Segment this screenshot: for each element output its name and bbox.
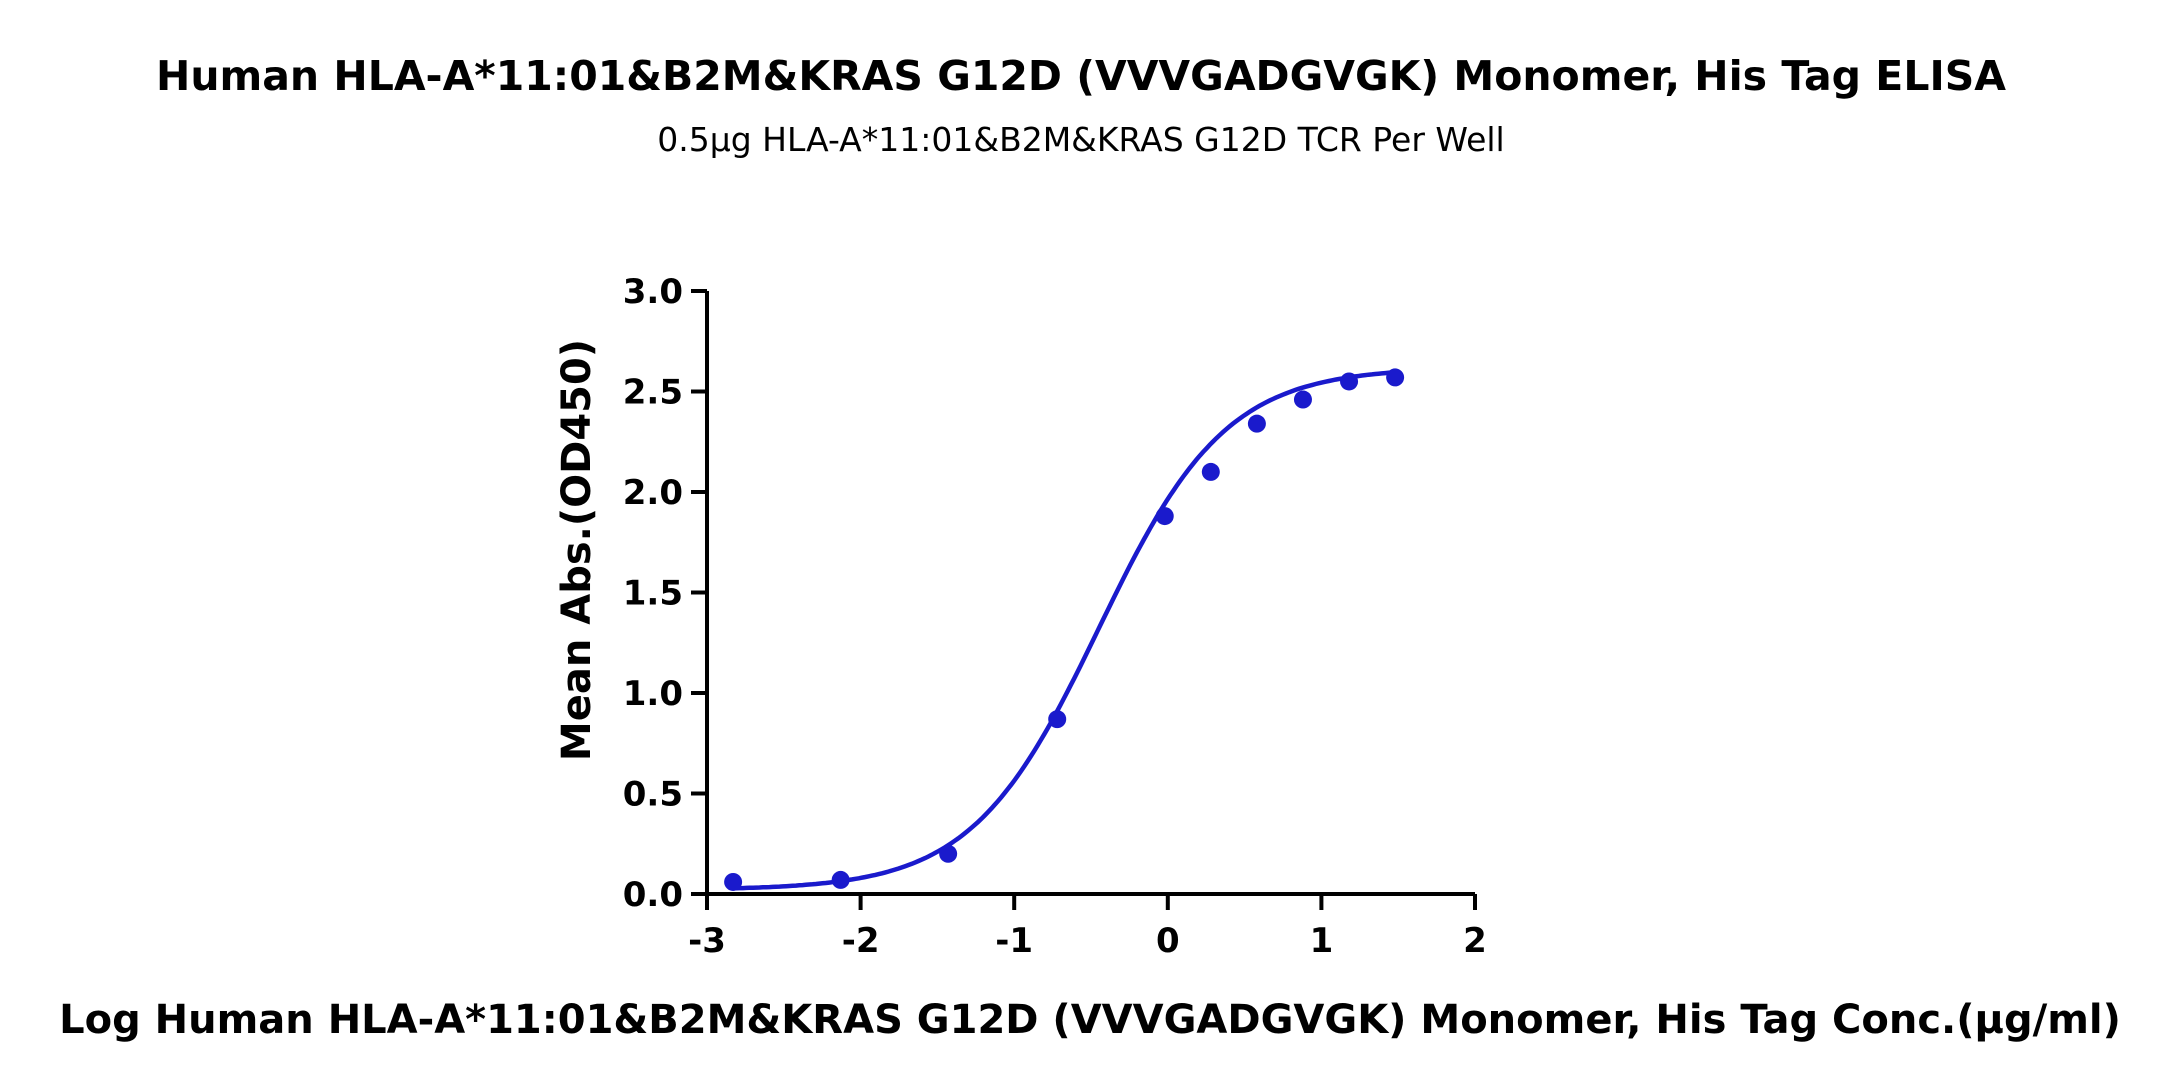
fit-curve	[733, 370, 1396, 891]
chart-title: Human HLA-A*11:01&B2M&KRAS G12D (VVVGADG…	[156, 52, 2006, 100]
data-point	[1340, 372, 1359, 391]
x-axis-label: Log Human HLA-A*11:01&B2M&KRAS G12D (VVV…	[59, 997, 2121, 1043]
x-tick-label: 0	[1156, 921, 1180, 961]
y-tick-label: 1.0	[623, 674, 683, 714]
data-points	[724, 368, 1405, 891]
data-point	[939, 844, 958, 863]
y-axis-label: Mean Abs.(OD450)	[554, 339, 600, 761]
data-point	[831, 870, 850, 889]
y-tick-label: 2.5	[623, 373, 683, 413]
x-tick-label: -1	[995, 921, 1033, 961]
x-tick-label: -3	[688, 921, 726, 961]
y-tick-label: 0.5	[623, 775, 683, 815]
y-tick-label: 3.0	[623, 272, 683, 312]
x-tick-label: -2	[842, 921, 880, 961]
data-point	[1201, 462, 1220, 481]
data-point	[1048, 710, 1067, 729]
axes: 0.0 0.5 1.0 1.5 2.0 2.5 3.0 -3 -2 -1 0 1 2	[623, 272, 1487, 961]
data-point	[1155, 507, 1174, 526]
x-tick-label: 1	[1310, 921, 1334, 961]
chart-subtitle: 0.5μg HLA-A*11:01&B2M&KRAS G12D TCR Per …	[657, 120, 1505, 159]
y-tick-label: 1.5	[623, 574, 683, 614]
x-tick-label: 2	[1463, 921, 1487, 961]
data-point	[1247, 414, 1266, 433]
data-point	[1386, 368, 1405, 387]
data-point	[1293, 390, 1312, 409]
data-point	[724, 872, 743, 891]
y-tick-label: 0.0	[623, 875, 683, 915]
y-tick-label: 2.0	[623, 473, 683, 513]
